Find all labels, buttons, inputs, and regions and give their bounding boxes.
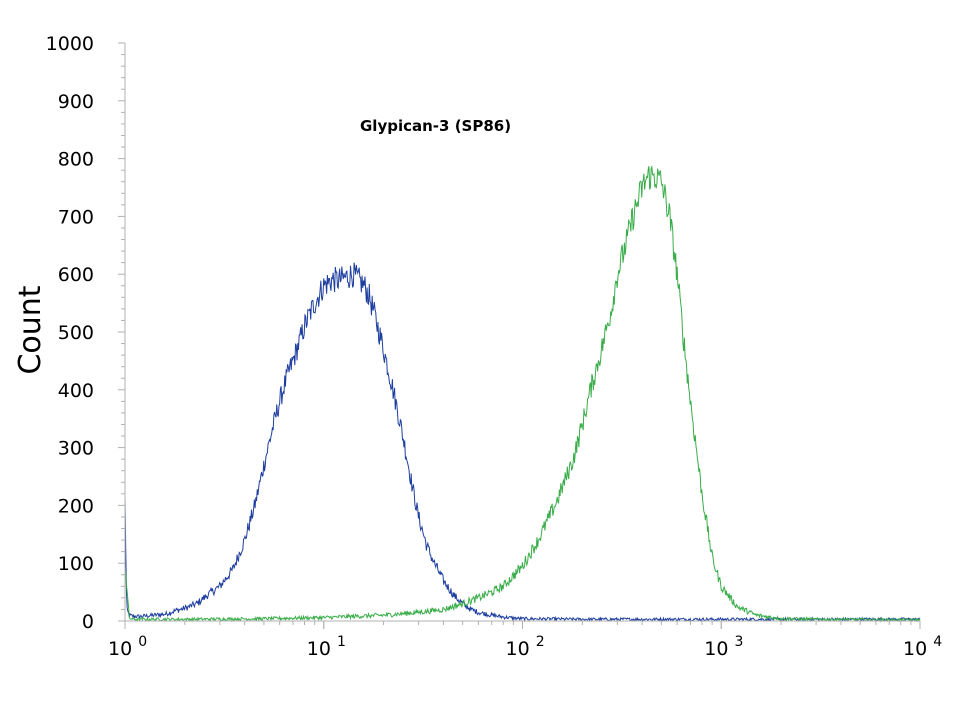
x-axis-ticks (124, 621, 921, 629)
x-tick-label: 10 2 (506, 634, 545, 660)
y-tick-label: 700 (58, 206, 94, 228)
y-axis-ticks (118, 42, 125, 622)
y-tick-label: 200 (58, 495, 94, 517)
y-axis-tick-labels: 0 100 200 300 400 500 600 700 800 900 1000 (46, 33, 94, 633)
y-tick-label: 800 (58, 149, 94, 171)
y-tick-label: 1000 (46, 33, 94, 55)
series-layer (124, 164, 921, 623)
x-tick-label: 10 4 (903, 634, 942, 660)
chart-annotation: Glypican-3 (SP86) (360, 117, 511, 135)
y-tick-label: 600 (58, 264, 94, 286)
y-axis-title: Count (13, 285, 48, 374)
y-tick-label: 300 (58, 438, 94, 460)
y-tick-label: 900 (58, 91, 94, 113)
y-tick-label: 0 (82, 611, 94, 633)
x-tick-label: 10 1 (307, 634, 346, 660)
x-tick-label: 10 0 (108, 634, 147, 660)
y-tick-label: 500 (58, 322, 94, 344)
series-line-green (124, 164, 921, 623)
y-tick-label: 400 (58, 380, 94, 402)
x-tick-label: 10 3 (704, 634, 743, 660)
x-axis-tick-labels: 10 0 10 1 10 2 10 3 10 4 (108, 634, 942, 660)
y-tick-label: 100 (58, 553, 94, 575)
series-line-blue (124, 262, 921, 623)
